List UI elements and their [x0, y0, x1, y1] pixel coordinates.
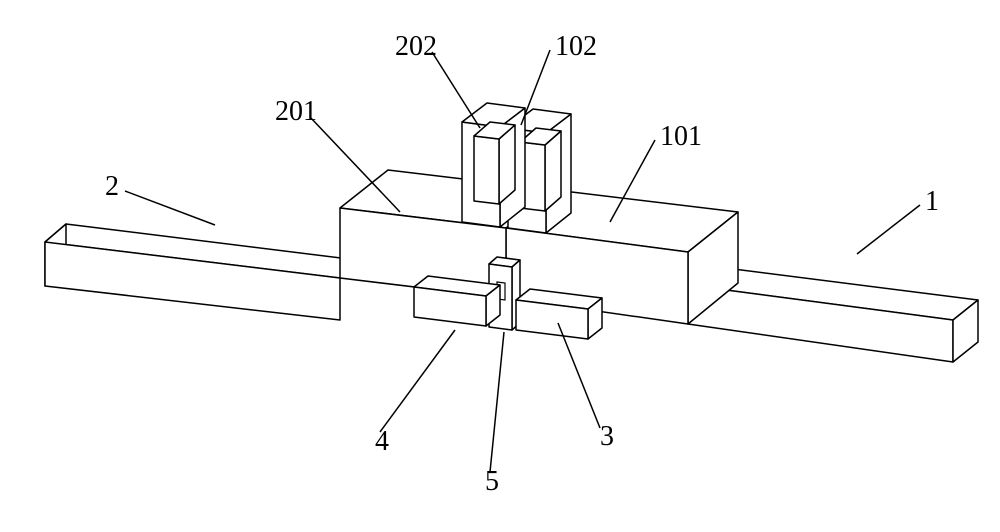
label-3: 3: [600, 421, 614, 452]
leader-2: [125, 191, 215, 225]
label-201: 201: [275, 96, 317, 127]
label-101: 101: [660, 121, 702, 152]
label-102: 102: [555, 31, 597, 62]
part-202-upright: [462, 103, 525, 227]
leader-5: [490, 332, 504, 472]
label-5: 5: [485, 466, 499, 497]
leader-4: [380, 330, 455, 432]
leader-3: [558, 323, 600, 428]
label-1: 1: [925, 186, 939, 217]
part-4-protrusion: [414, 276, 500, 326]
label-202: 202: [395, 31, 437, 62]
leader-202: [432, 52, 480, 128]
leader-1: [857, 205, 920, 254]
label-4: 4: [375, 426, 389, 457]
part-2-left-bar: [45, 224, 357, 320]
label-2: 2: [105, 171, 119, 202]
part-3-protrusion: [516, 289, 602, 339]
